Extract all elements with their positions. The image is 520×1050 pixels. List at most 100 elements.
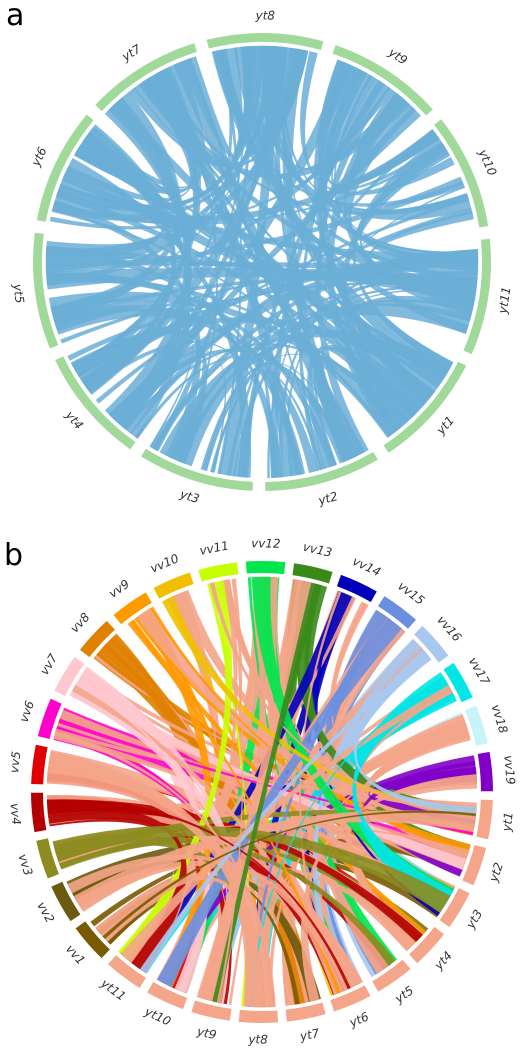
segment-arc-vv6 xyxy=(37,698,62,740)
segment-arc-yt5 xyxy=(372,959,411,992)
chord-ribbon xyxy=(114,61,358,430)
chord-ribbon xyxy=(46,799,351,990)
segment-label-yt11: yt11 xyxy=(98,976,129,1004)
segment-arc-yt4 xyxy=(55,356,136,450)
chord-ribbon xyxy=(134,356,324,471)
chord-ribbon xyxy=(300,774,477,1002)
segment-label-yt8: yt8 xyxy=(254,8,275,22)
chord-ribbon xyxy=(156,617,402,988)
segment-arc-yt10 xyxy=(434,119,489,228)
segment-label-vv6: vv6 xyxy=(17,699,37,725)
segment-arc-yt6 xyxy=(36,114,94,222)
segment-label-vv17: vv17 xyxy=(466,655,493,688)
segment-arc-yt7 xyxy=(95,43,197,112)
segment-arc-yt10 xyxy=(147,982,188,1010)
chord-ribbon xyxy=(211,48,469,334)
segment-arc-yt1 xyxy=(383,361,467,453)
segment-arc-vv5 xyxy=(31,744,48,785)
segment-arc-yt5 xyxy=(33,232,59,349)
segment-label-vv13: vv13 xyxy=(302,540,334,560)
segment-arc-vv10 xyxy=(153,572,194,599)
segment-arc-vv8 xyxy=(79,620,115,658)
segment-label-yt10: yt10 xyxy=(142,1004,174,1029)
chord-ribbon xyxy=(111,348,351,464)
chord-diagram-b: b vv12 vv13 vv14 vv15 vv16 vv17 vv18 vv19 yt1 yt2… xyxy=(0,520,520,1050)
chord-ribbon xyxy=(51,208,392,438)
chord-diagram-a: a yt8 yt9 yt10 yt11 yt1 yt2 yt3 yt4 yt5 yt6 yt7 xyxy=(0,0,520,510)
chord-ribbon xyxy=(129,619,341,994)
segment-arc-vv13 xyxy=(292,563,333,584)
chord-ribbon xyxy=(209,582,476,820)
segment-label-vv11: vv11 xyxy=(198,538,230,557)
segment-arc-vv2 xyxy=(51,881,81,922)
segment-label-yt4: yt4 xyxy=(431,949,455,974)
segment-label-yt2: yt2 xyxy=(486,861,506,885)
segment-arc-vv12 xyxy=(245,561,286,575)
segment-arc-yt1 xyxy=(476,799,493,840)
chord-ribbon xyxy=(278,250,479,478)
segment-label-yt9: yt9 xyxy=(385,45,410,68)
segment-label-yt8: yt8 xyxy=(247,1032,268,1046)
segment-arc-yt8 xyxy=(238,1009,279,1023)
panel-letter: b xyxy=(4,538,24,573)
chord-diagram-a-svg: yt8 yt9 yt10 yt11 yt1 yt2 yt3 yt4 yt5 yt6 yt7 xyxy=(10,8,513,508)
chord-ribbon xyxy=(251,576,455,906)
chord-ribbon xyxy=(54,731,276,1008)
chord-ribbon xyxy=(267,576,389,974)
segment-arc-yt7 xyxy=(285,1002,326,1022)
panel-letter: a xyxy=(6,0,25,33)
segment-label-vv16: vv16 xyxy=(434,613,464,645)
segment-label-yt4: yt4 xyxy=(62,408,86,433)
segment-label-yt1: yt1 xyxy=(433,413,457,438)
segment-label-vv4: vv4 xyxy=(8,803,24,826)
chord-ribbon xyxy=(67,854,353,993)
segment-label-vv2: vv2 xyxy=(34,899,57,925)
chord-ribbon xyxy=(102,810,477,940)
segment-arc-vv19 xyxy=(477,751,493,792)
segment-arc-yt9 xyxy=(191,1000,232,1021)
ribbons xyxy=(45,45,479,479)
segment-label-vv5: vv5 xyxy=(7,750,24,773)
chord-ribbon xyxy=(138,76,411,179)
segment-label-yt7: yt7 xyxy=(119,42,144,65)
segment-label-vv15: vv15 xyxy=(395,579,427,608)
chord-ribbon xyxy=(85,340,278,478)
chord-ribbon xyxy=(71,684,343,995)
segment-label-vv8: vv8 xyxy=(67,610,92,636)
segment-label-yt5: yt5 xyxy=(10,282,27,304)
segment-arc-vv4 xyxy=(31,792,47,833)
chord-ribbon xyxy=(74,61,206,193)
chord-ribbon xyxy=(324,68,445,190)
segment-label-yt5: yt5 xyxy=(392,983,417,1006)
segment-label-yt7: yt7 xyxy=(298,1026,321,1044)
segment-label-vv12: vv12 xyxy=(251,536,281,550)
chord-ribbon xyxy=(216,579,244,1003)
segment-arc-vv17 xyxy=(443,662,473,703)
segment-label-yt1: yt1 xyxy=(499,811,515,833)
segment-arc-vv7 xyxy=(54,656,85,696)
chord-ribbon xyxy=(75,681,231,1004)
segment-arc-vv11 xyxy=(198,562,239,582)
segment-label-yt10: yt10 xyxy=(475,146,499,178)
segment-arc-vv1 xyxy=(75,921,110,959)
segment-label-vv3: vv3 xyxy=(16,852,36,877)
chord-ribbon xyxy=(212,582,322,1003)
segment-label-vv18: vv18 xyxy=(488,703,510,736)
chord-ribbon xyxy=(218,45,286,477)
segment-arc-yt2 xyxy=(462,844,487,886)
segment-arc-yt9 xyxy=(332,45,433,116)
chord-ribbon xyxy=(103,638,306,1005)
segment-label-yt11: yt11 xyxy=(495,286,513,316)
segment-label-vv9: vv9 xyxy=(106,577,132,601)
segment-label-vv10: vv10 xyxy=(148,551,181,576)
segment-arc-vv9 xyxy=(113,592,152,625)
chord-ribbon xyxy=(353,648,477,817)
segment-label-yt3: yt3 xyxy=(463,907,486,932)
segment-arc-yt8 xyxy=(206,32,324,51)
segment-label-yt3: yt3 xyxy=(177,487,201,506)
chord-ribbon xyxy=(50,86,394,316)
segment-label-vv14: vv14 xyxy=(350,554,383,579)
segment-arc-vv15 xyxy=(378,596,416,629)
ribbons xyxy=(46,576,478,1008)
